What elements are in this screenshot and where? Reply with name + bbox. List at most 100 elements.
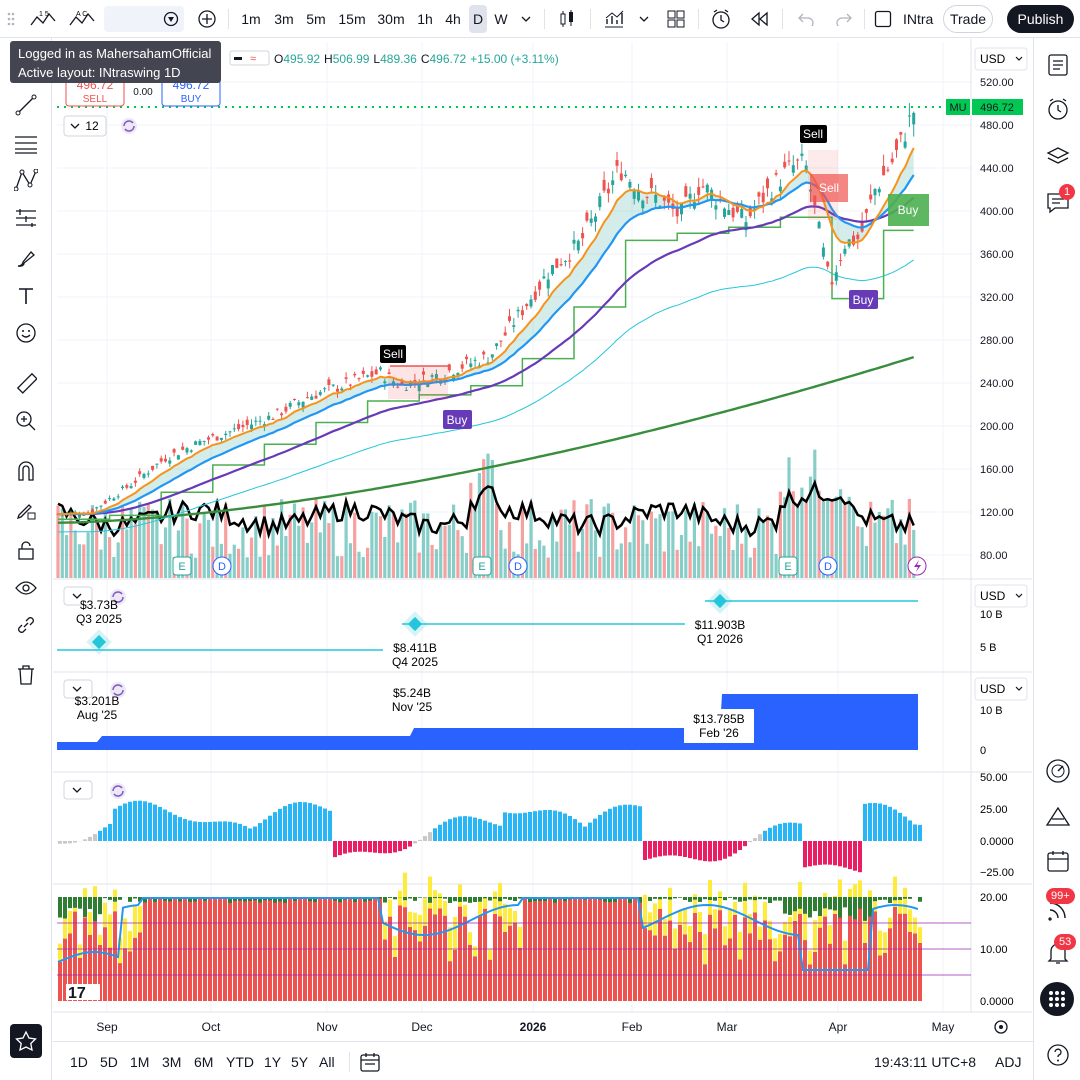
drag-handle-icon[interactable] (2, 5, 20, 33)
range-1m[interactable]: 1M (130, 1054, 150, 1070)
dividend-event[interactable]: D (508, 556, 528, 576)
timeframe-4h[interactable]: 4h (445, 11, 461, 27)
strength-bar (798, 913, 802, 1001)
candle (237, 424, 241, 430)
speedometer-icon[interactable] (1043, 756, 1073, 786)
timeframe-1h[interactable]: 1h (417, 11, 433, 27)
range-6m[interactable]: 6M (194, 1054, 214, 1070)
ruler-icon[interactable] (10, 368, 42, 398)
pane4-axis[interactable]: 50.00 25.00 0.0000 −25.00 (980, 772, 1014, 879)
brush-icon[interactable] (10, 243, 42, 273)
help-icon[interactable] (1043, 1040, 1073, 1070)
trash-icon[interactable] (10, 660, 42, 690)
zoom-in-icon[interactable] (10, 406, 42, 436)
chevron-down-icon[interactable] (634, 5, 654, 33)
alerts-clock-icon[interactable] (1043, 94, 1073, 124)
time-axis-settings-icon[interactable] (994, 1020, 1008, 1034)
candle (125, 485, 129, 488)
pencil-lock-icon[interactable] (10, 495, 42, 525)
compare-icon[interactable]: A C (66, 5, 98, 33)
indicator-template-icon[interactable]: 1 5 (28, 5, 58, 33)
strength-bar (488, 959, 492, 1001)
timeframe-d[interactable]: D (469, 5, 487, 33)
pattern-icon[interactable] (10, 165, 42, 195)
price-tick: 240.00 (980, 378, 1014, 390)
chevron-down-icon[interactable] (516, 5, 536, 33)
timeframe-15m[interactable]: 15m (338, 11, 366, 27)
text-icon[interactable] (10, 281, 42, 311)
timeframe-30m[interactable]: 30m (377, 11, 405, 27)
strength-bar (698, 931, 702, 1001)
refresh-icon[interactable] (121, 118, 137, 134)
alert-clock-icon[interactable] (707, 5, 735, 33)
lock-icon[interactable] (10, 535, 42, 565)
go-to-date-icon[interactable] (359, 1051, 381, 1076)
histogram-bar (308, 803, 312, 841)
strength-line (57, 897, 919, 971)
range-all[interactable]: All (319, 1054, 335, 1070)
volume-bar (611, 512, 615, 578)
indicators-icon[interactable] (600, 5, 628, 33)
time-axis[interactable]: Sep Oct Nov Dec 2026 Feb Mar Apr May (96, 1020, 954, 1034)
chart-canvas[interactable]: Sell Buy Sell Buy Sell Buy E D E D E D ≈… (53, 39, 1032, 1041)
fullscreen-square-icon[interactable] (870, 5, 896, 33)
earnings-event[interactable]: E (778, 556, 798, 576)
timeframe-5m[interactable]: 5m (306, 11, 326, 27)
layout-name[interactable]: INtra (903, 11, 934, 27)
range-1y[interactable]: 1Y (264, 1054, 282, 1070)
trend-line-icon[interactable] (10, 90, 42, 120)
dividend-event[interactable]: D (212, 556, 232, 576)
strength-bar (648, 897, 652, 901)
earnings-event[interactable]: E (472, 556, 492, 576)
fib-icon[interactable] (10, 203, 42, 233)
watchlist-icon[interactable] (1043, 50, 1073, 80)
link-icon[interactable] (10, 610, 42, 640)
publish-button[interactable]: Publish (1007, 5, 1074, 33)
strength-bar (273, 897, 277, 903)
range-ytd[interactable]: YTD (226, 1054, 254, 1070)
magnet-icon[interactable] (10, 456, 42, 486)
apps-grid-icon[interactable] (1040, 982, 1074, 1016)
timeframe-3m[interactable]: 3m (274, 11, 294, 27)
pane2-controls[interactable] (63, 586, 126, 606)
layouts-icon[interactable] (662, 5, 690, 33)
volume-bar (357, 551, 361, 578)
pane2-step-line (57, 600, 918, 651)
flag-icon[interactable] (160, 5, 182, 33)
histogram-bar (368, 841, 372, 853)
price-axis[interactable]: USD (974, 47, 1028, 71)
pane3-axis[interactable]: USD 10 B 0 (974, 677, 1028, 757)
adjust-button[interactable]: ADJ (995, 1054, 1022, 1070)
ideas-icon[interactable] (1043, 801, 1073, 831)
pane4-controls[interactable] (63, 780, 126, 800)
add-symbol-icon[interactable] (194, 5, 220, 33)
lightning-event-icon[interactable] (907, 556, 927, 576)
calendar-icon[interactable] (1043, 846, 1073, 876)
replay-icon[interactable] (745, 5, 773, 33)
pane5-axis[interactable]: 20.00 10.00 0.0000 (980, 892, 1014, 1008)
candles-icon[interactable] (554, 5, 580, 33)
trade-button[interactable]: Trade (943, 5, 993, 33)
range-3m[interactable]: 3M (162, 1054, 182, 1070)
pane3-controls[interactable] (63, 679, 126, 699)
range-5y[interactable]: 5Y (291, 1054, 309, 1070)
eye-icon[interactable] (10, 573, 42, 603)
earnings-event[interactable]: E (172, 556, 192, 576)
horizontal-lines-icon[interactable] (10, 129, 42, 159)
dividend-event[interactable]: D (818, 556, 838, 576)
candle (228, 431, 232, 433)
timeframe-1m[interactable]: 1m (241, 11, 261, 27)
layers-icon[interactable] (1043, 142, 1073, 172)
clock[interactable]: 19:43:11 UTC+8 (874, 1054, 977, 1070)
watchlist-star-icon[interactable] (10, 1024, 42, 1058)
emoji-icon[interactable] (10, 318, 42, 348)
candle (460, 364, 464, 369)
range-1d[interactable]: 1D (70, 1054, 88, 1070)
range-5d[interactable]: 5D (100, 1054, 118, 1070)
indicators-collapse[interactable]: 12 (63, 115, 107, 137)
strength-bar (898, 913, 902, 1001)
pane2-axis[interactable]: USD 10 B 5 B (974, 584, 1028, 654)
timeframe-w[interactable]: W (494, 11, 508, 27)
undo-icon[interactable] (792, 5, 820, 33)
redo-icon[interactable] (830, 5, 858, 33)
